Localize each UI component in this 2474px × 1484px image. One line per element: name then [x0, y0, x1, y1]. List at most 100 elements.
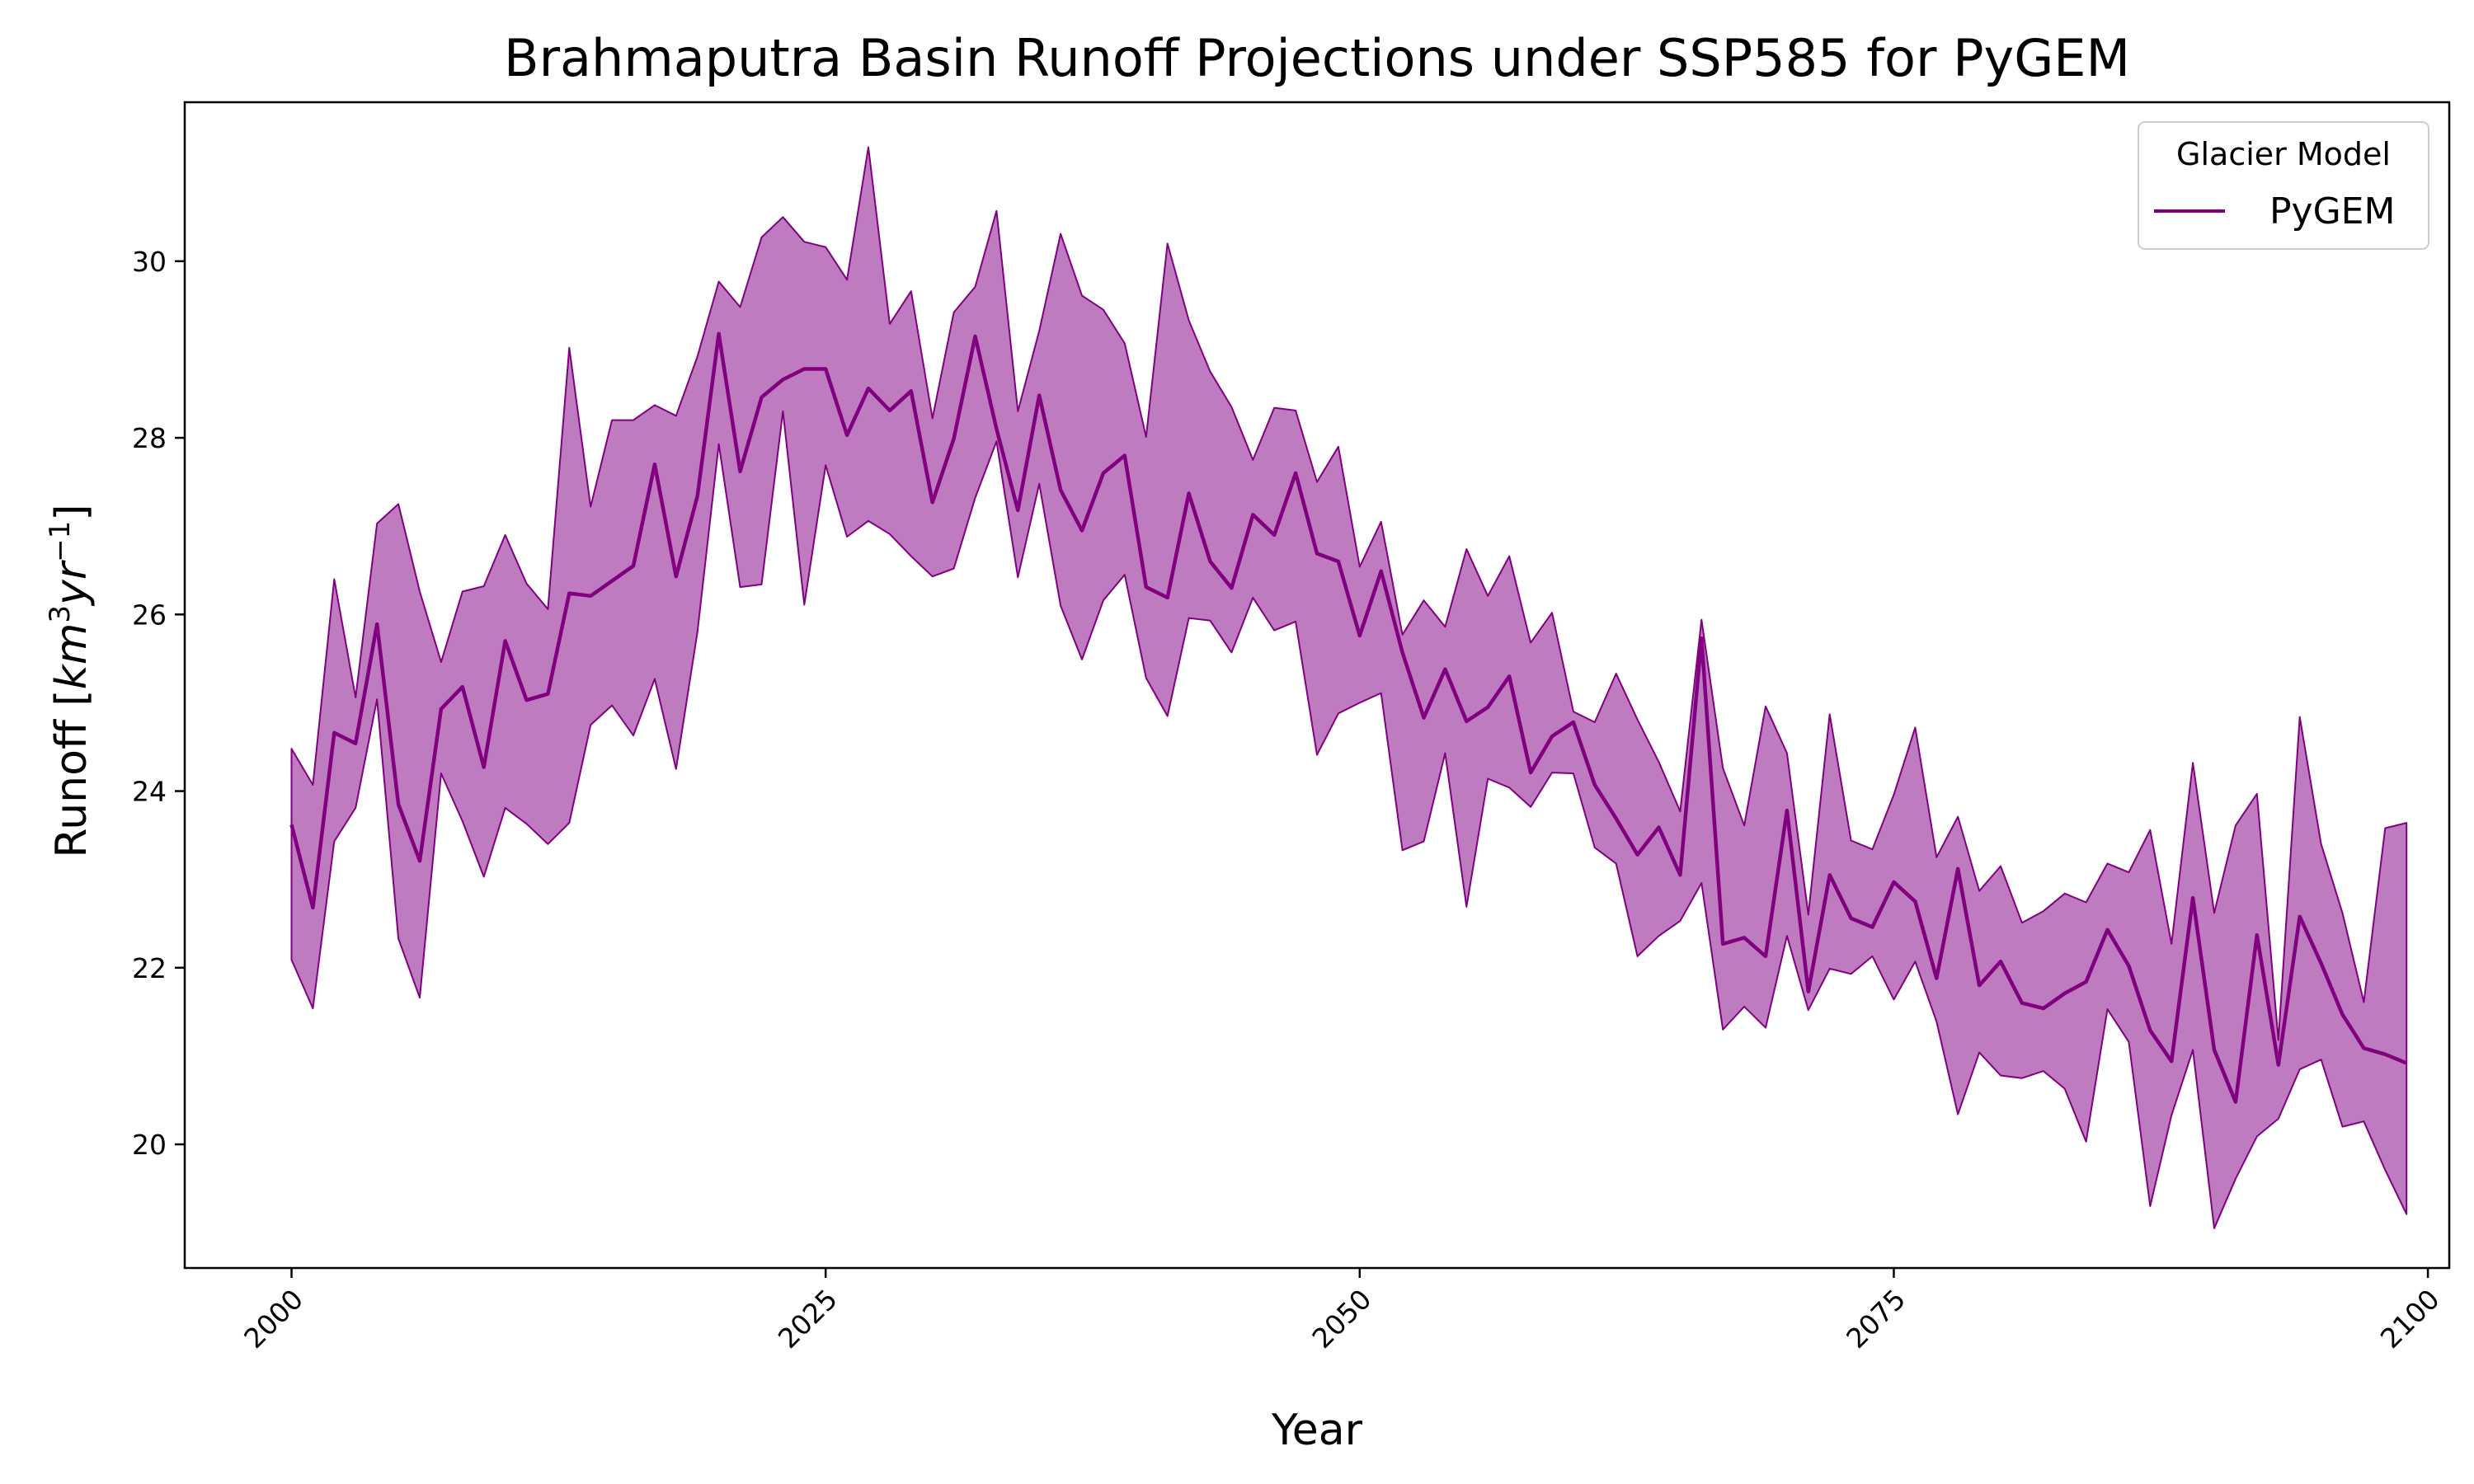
- data-point: [1401, 650, 1404, 654]
- data-point: [1893, 881, 1896, 884]
- data-point: [1764, 955, 1767, 958]
- data-point: [1059, 488, 1062, 491]
- data-point: [2234, 1101, 2237, 1104]
- data-point: [2106, 928, 2109, 932]
- data-point: [2362, 1046, 2365, 1050]
- uncertainty-band: [290, 146, 2408, 1229]
- data-point: [1743, 936, 1746, 939]
- data-point: [1294, 472, 1297, 475]
- data-point: [1507, 674, 1511, 678]
- data-point: [2277, 1064, 2280, 1067]
- data-point: [1272, 533, 1276, 537]
- y-tick-label: 28: [132, 422, 167, 454]
- y-axis-title-exp1: 3: [44, 605, 77, 623]
- plot-frame: [183, 101, 2451, 1270]
- data-point: [931, 500, 934, 504]
- data-point: [311, 906, 314, 909]
- data-point: [1678, 873, 1681, 876]
- legend-title: Glacier Model: [2176, 136, 2391, 172]
- data-point: [867, 387, 870, 390]
- y-axis-title: Runoff [km3yr−1]: [44, 504, 96, 857]
- data-point: [2320, 961, 2323, 965]
- x-axis: 2000 2025 2050 2075 2100: [238, 1268, 2446, 1355]
- legend-box: [2138, 121, 2429, 250]
- data-point: [1037, 394, 1041, 397]
- data-point: [546, 693, 549, 696]
- legend-label-pygem: PyGEM: [2269, 190, 2395, 232]
- data-point: [2298, 915, 2302, 918]
- data-point: [1529, 771, 1532, 774]
- data-point: [1807, 990, 1810, 993]
- data-point: [1700, 636, 1703, 640]
- data-point: [1785, 809, 1789, 812]
- data-point: [1593, 783, 1597, 787]
- data-point: [1828, 873, 1832, 876]
- data-point: [1145, 585, 1148, 589]
- data-point: [2255, 933, 2259, 937]
- data-point: [845, 434, 849, 437]
- data-point: [1615, 817, 1618, 820]
- data-point: [995, 427, 998, 430]
- data-point: [1913, 899, 1917, 903]
- y-tick-label: 22: [132, 952, 167, 984]
- y-tick-label: 30: [132, 246, 167, 278]
- data-point: [781, 378, 784, 381]
- data-point: [717, 332, 721, 336]
- data-point: [2085, 980, 2088, 984]
- data-point: [2405, 1062, 2408, 1065]
- data-point: [461, 685, 464, 688]
- x-tick-label: 2025: [772, 1283, 844, 1355]
- data-point: [1465, 720, 1468, 723]
- x-tick-label: 2050: [1306, 1283, 1378, 1355]
- data-point: [2170, 1059, 2173, 1063]
- data-point: [2063, 992, 2067, 995]
- y-tick-label: 20: [132, 1129, 167, 1161]
- data-point: [2127, 965, 2130, 968]
- y-axis-title-var1: km: [47, 623, 96, 690]
- data-point: [354, 742, 357, 745]
- data-point: [1721, 942, 1724, 946]
- data-point: [1123, 454, 1126, 458]
- legend: Glacier Model PyGEM: [2138, 121, 2429, 250]
- data-point: [675, 575, 678, 578]
- data-point: [1935, 977, 1938, 980]
- data-point: [2148, 1029, 2152, 1032]
- y-axis-title-var2: yr: [47, 559, 96, 607]
- data-point: [1978, 984, 1981, 987]
- y-axis: 20 22 24 26 28 30: [132, 246, 185, 1161]
- data-point: [375, 622, 379, 626]
- data-point: [1166, 596, 1169, 599]
- data-point: [1380, 570, 1383, 573]
- data-point: [418, 859, 421, 862]
- data-point: [1102, 472, 1105, 475]
- data-point: [332, 731, 336, 735]
- y-axis-title-exp2: −1: [44, 521, 77, 562]
- data-point: [739, 470, 742, 473]
- data-point: [2042, 1007, 2045, 1010]
- chart-title: Brahmaputra Basin Runoff Projections und…: [504, 28, 2130, 88]
- data-point: [1572, 721, 1575, 724]
- data-point: [1251, 513, 1254, 516]
- x-tick-label: 2100: [2374, 1283, 2446, 1355]
- data-point: [2191, 896, 2194, 899]
- x-tick-label: 2000: [238, 1283, 309, 1355]
- data-point: [2341, 1013, 2345, 1017]
- data-point: [397, 803, 400, 806]
- data-point: [1315, 552, 1319, 555]
- data-point: [589, 594, 592, 598]
- data-point: [2383, 1053, 2387, 1056]
- data-point: [974, 335, 977, 338]
- data-point: [696, 495, 699, 498]
- y-axis-title-prefix: Runoff [: [47, 689, 96, 857]
- data-point: [632, 564, 635, 567]
- data-point: [1209, 560, 1212, 563]
- x-axis-title: Year: [1271, 1406, 1363, 1455]
- data-point: [567, 592, 571, 595]
- y-tick-label: 24: [132, 776, 167, 808]
- data-point: [1230, 586, 1233, 589]
- data-point: [1188, 492, 1191, 495]
- data-point: [1956, 867, 1959, 871]
- data-point: [910, 389, 913, 392]
- data-point: [525, 698, 529, 702]
